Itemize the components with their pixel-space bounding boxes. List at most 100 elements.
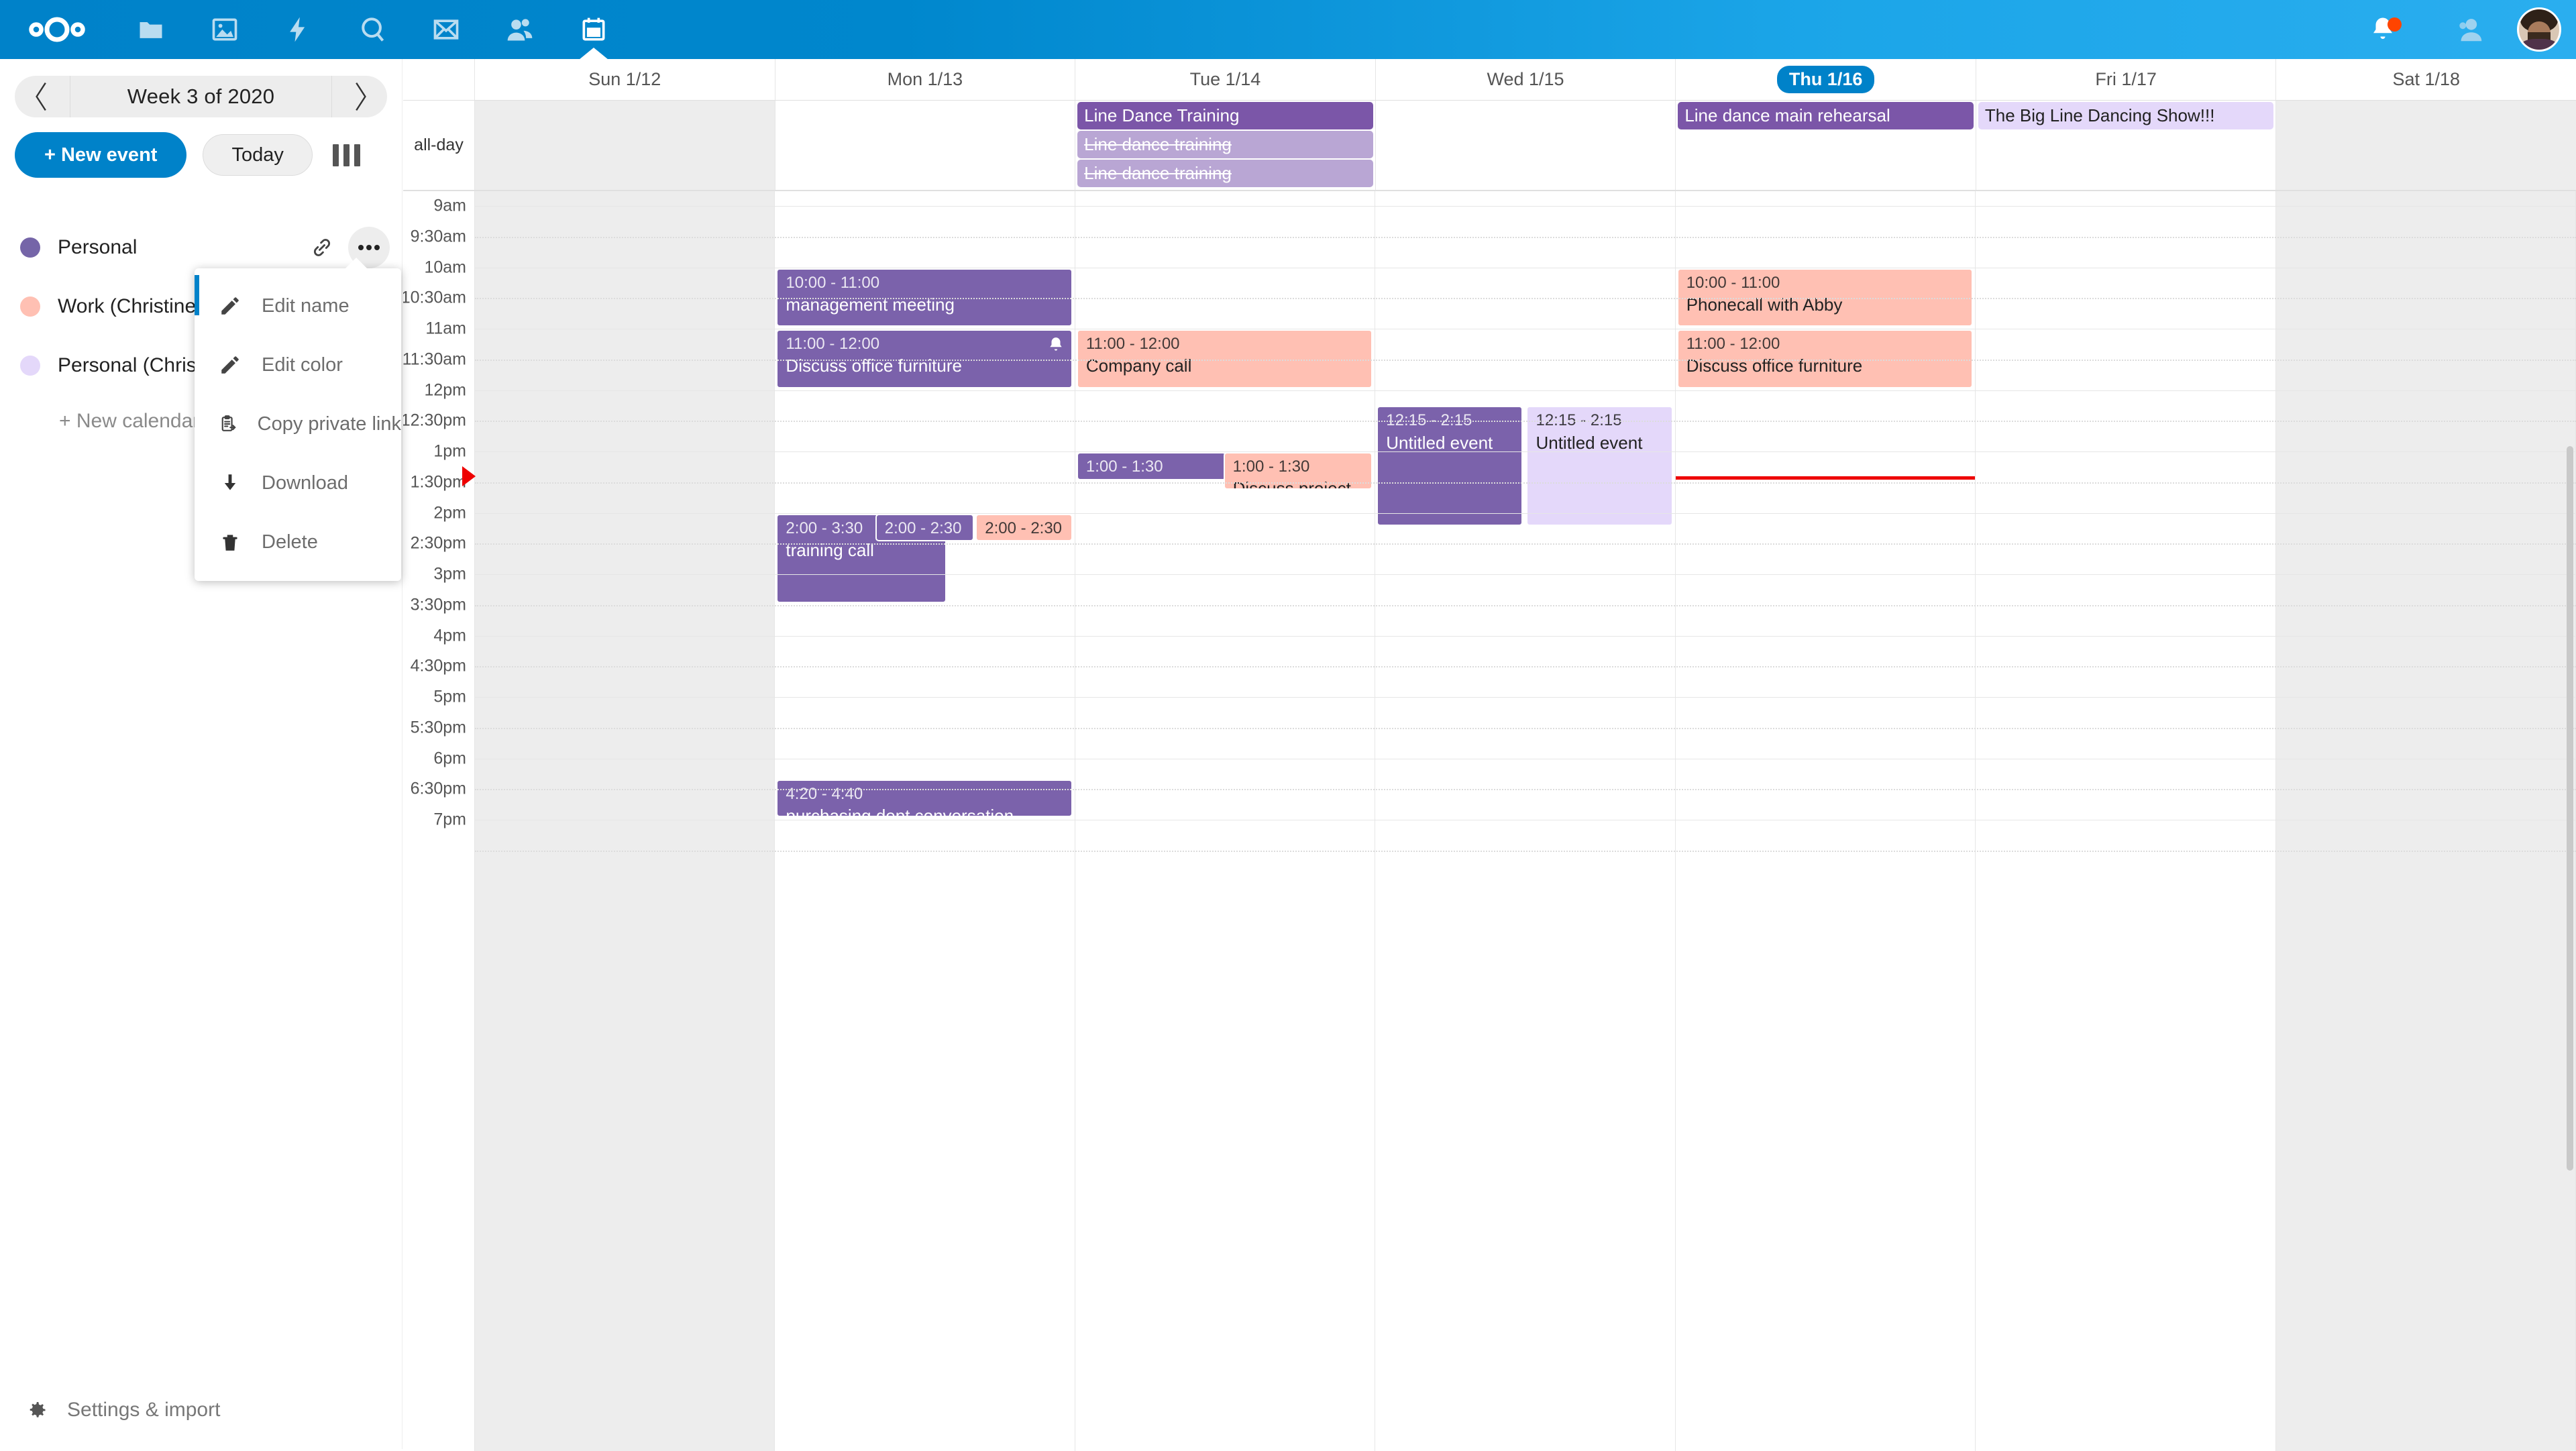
time-axis: 9am 9:30am 10am 10:30am 11am 11:30am 12pm 12:30… xyxy=(403,191,476,1451)
calendar-event[interactable]: 11:00 - 12:00 Company call xyxy=(1076,329,1373,388)
day-column-2[interactable]: 11:00 - 12:00 Company call 1:00 - 1:30 Disc… xyxy=(1075,191,1376,1451)
all-day-column-1[interactable] xyxy=(775,101,1076,190)
activity-icon[interactable] xyxy=(262,0,335,59)
calendar-color-dot xyxy=(20,297,40,317)
notifications-button[interactable] xyxy=(2343,0,2423,59)
menu-item-delete[interactable]: Delete xyxy=(195,513,401,572)
calendar-event[interactable]: 10:00 - 11:00 management meeting xyxy=(776,268,1073,327)
contacts-nav-icon[interactable] xyxy=(483,0,557,59)
new-calendar-button[interactable]: + New calendar xyxy=(59,410,200,432)
day-header-5[interactable]: Fri 1/17 xyxy=(1976,59,2277,100)
today-button[interactable]: Today xyxy=(203,134,313,176)
time-label: 6:30pm xyxy=(410,779,466,798)
calendar-event[interactable]: 2:00 - 2:30 check-in xyxy=(875,513,974,542)
all-day-column-2[interactable]: Line Dance Training Line dance training Li… xyxy=(1075,101,1376,190)
day-column-0[interactable] xyxy=(475,191,775,1451)
day-column-3[interactable]: 12:15 - 2:15 Untitled event 12:15 - 2:15 Un… xyxy=(1375,191,1676,1451)
calendar-color-dot xyxy=(20,356,40,376)
files-icon[interactable] xyxy=(114,0,188,59)
photos-icon[interactable] xyxy=(188,0,262,59)
day-column-1[interactable]: 10:00 - 11:00 management meeting 11:00 - 1… xyxy=(775,191,1075,1451)
menu-item-edit-color[interactable]: Edit color xyxy=(195,335,401,394)
calendar-item-personal-shared[interactable]: Personal (Christi xyxy=(0,336,402,395)
all-day-event[interactable]: Line dance main rehearsal xyxy=(1678,102,1974,129)
event-title: Company call xyxy=(1085,356,1192,376)
day-header-6[interactable]: Sat 1/18 xyxy=(2392,69,2461,89)
menu-item-download[interactable]: Download xyxy=(195,453,401,513)
event-time: 2:00 - 2:30 xyxy=(884,519,962,537)
calendar-event[interactable]: 2:00 - 2:30 check-in xyxy=(975,513,1073,542)
copy-link-icon[interactable] xyxy=(301,227,343,268)
divider xyxy=(331,76,332,117)
calendar-event[interactable]: 11:00 - 12:00 Discuss office furniture xyxy=(776,329,1073,388)
menu-item-label: Edit name xyxy=(262,294,350,317)
sidebar: Week 3 of 2020 + New event Today Persona… xyxy=(0,59,402,1449)
event-time: 10:00 - 11:00 xyxy=(1686,273,1780,292)
day-header-4[interactable]: Thu 1/16 xyxy=(1676,59,1976,100)
calendar-nav-icon[interactable] xyxy=(557,0,631,59)
view-switcher-button[interactable] xyxy=(332,144,360,166)
time-label: 5pm xyxy=(433,687,466,706)
event-title: purchasing dept conversation xyxy=(786,806,1014,818)
all-day-event[interactable]: Line dance training xyxy=(1077,160,1373,187)
event-time: 11:00 - 12:00 xyxy=(1686,335,1780,353)
day-column-6[interactable] xyxy=(2275,191,2576,1451)
day-header-0[interactable]: Sun 1/12 xyxy=(475,59,775,100)
settings-and-import-button[interactable]: Settings & import xyxy=(0,1398,402,1422)
time-label: 12:30pm xyxy=(403,411,466,430)
all-day-event[interactable]: Line dance training xyxy=(1077,131,1373,158)
calendar-event[interactable]: 1:00 - 1:30 Discuss project announcement xyxy=(1223,452,1373,490)
notification-badge-dot xyxy=(2387,17,2402,32)
time-label: 4pm xyxy=(433,626,466,645)
event-time: 11:00 - 12:00 xyxy=(1085,335,1180,353)
nextcloud-logo[interactable] xyxy=(0,0,114,59)
today-pill: Thu 1/16 xyxy=(1776,66,1875,93)
all-day-event[interactable]: The Big Line Dancing Show!!! xyxy=(1978,102,2274,129)
calendar-event[interactable]: 4:20 - 4:40 purchasing dept conversation xyxy=(776,779,1073,818)
contacts-menu-button[interactable] xyxy=(2423,0,2517,59)
event-time: 1:00 - 1:30 xyxy=(1085,458,1163,476)
calendar-event[interactable]: 12:15 - 2:15 Untitled event xyxy=(1526,406,1673,527)
calendar-item-personal[interactable]: Personal xyxy=(0,218,402,277)
day-header-2[interactable]: Tue 1/14 xyxy=(1075,59,1376,100)
avatar-body xyxy=(2522,39,2557,50)
event-time: 12:15 - 2:15 xyxy=(1536,411,1622,430)
calendar-event[interactable]: 1:00 - 1:30 Discuss project announcement xyxy=(1076,452,1226,480)
all-day-column-5[interactable]: The Big Line Dancing Show!!! xyxy=(1976,101,2277,190)
gear-icon xyxy=(30,1402,46,1417)
settings-label: Settings & import xyxy=(67,1399,221,1421)
all-day-column-0[interactable] xyxy=(475,101,775,190)
header-gutter xyxy=(403,59,475,100)
top-navigation-bar xyxy=(0,0,2576,59)
day-header-3[interactable]: Wed 1/15 xyxy=(1376,59,1676,100)
time-grid[interactable]: 9am 9:30am 10am 10:30am 11am 11:30am 12pm 12:30… xyxy=(403,191,2576,1451)
day-column-4[interactable]: 10:00 - 11:00 Phonecall with Abby 11:00 - … xyxy=(1675,191,1976,1451)
menu-item-copy-private-link[interactable]: Copy private link xyxy=(195,394,401,453)
all-day-column-4[interactable]: Line dance main rehearsal xyxy=(1676,101,1976,190)
menu-item-edit-name[interactable]: Edit name xyxy=(195,276,401,335)
view-bar xyxy=(332,144,339,166)
calendar-name: Work (Christine S xyxy=(58,295,215,317)
download-icon xyxy=(224,474,236,490)
calendar-event[interactable]: 10:00 - 11:00 Phonecall with Abby xyxy=(1676,268,1974,327)
time-label: 2:30pm xyxy=(410,533,466,553)
calendar-event[interactable]: 11:00 - 12:00 Discuss office furniture xyxy=(1676,329,1974,388)
all-day-event[interactable]: Line Dance Training xyxy=(1077,102,1373,129)
avatar[interactable] xyxy=(2517,7,2561,52)
previous-week-button[interactable] xyxy=(15,76,70,117)
event-title: Untitled event xyxy=(1386,432,1493,453)
next-week-button[interactable] xyxy=(332,76,387,117)
all-day-column-3[interactable] xyxy=(1376,101,1676,190)
day-column-5[interactable] xyxy=(1976,191,2276,1451)
calendar-item-work[interactable]: Work (Christine S xyxy=(0,277,402,336)
vertical-scrollbar-thumb[interactable] xyxy=(2567,446,2573,1171)
day-header-1[interactable]: Mon 1/13 xyxy=(775,59,1076,100)
mail-icon[interactable] xyxy=(409,0,483,59)
talk-icon[interactable] xyxy=(335,0,409,59)
new-event-button[interactable]: + New event xyxy=(15,132,187,178)
time-label: 12pm xyxy=(424,380,466,399)
all-day-column-6[interactable] xyxy=(2276,101,2576,190)
calendar-event[interactable]: 12:15 - 2:15 Untitled event xyxy=(1377,406,1523,527)
calendar-name: Personal xyxy=(58,236,138,258)
event-time: 2:00 - 2:30 xyxy=(985,519,1063,537)
